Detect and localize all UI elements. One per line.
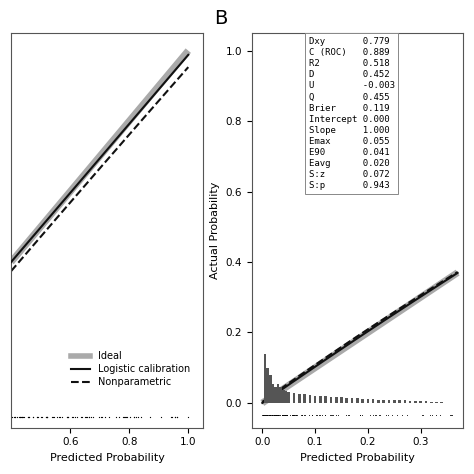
Bar: [393, 400, 396, 403]
Bar: [388, 400, 390, 403]
Bar: [346, 398, 348, 403]
Bar: [425, 401, 427, 403]
Bar: [272, 383, 274, 403]
Bar: [361, 399, 364, 403]
Bar: [280, 387, 282, 403]
Bar: [403, 401, 406, 403]
Bar: [435, 401, 438, 403]
Bar: [351, 398, 354, 403]
Bar: [398, 401, 401, 403]
Text: Dxy       0.779
C (ROC)   0.889
R2        0.518
D         0.452
U         -0.003: Dxy 0.779 C (ROC) 0.889 R2 0.518 D 0.452…: [309, 37, 395, 190]
X-axis label: Predicted Probability: Predicted Probability: [300, 453, 415, 463]
Bar: [440, 402, 443, 403]
Bar: [329, 397, 332, 403]
Legend: Ideal, Logistic calibration, Nonparametric: Ideal, Logistic calibration, Nonparametr…: [67, 347, 194, 391]
Bar: [292, 393, 295, 403]
Bar: [266, 368, 269, 403]
Bar: [285, 391, 287, 403]
Bar: [314, 395, 317, 403]
X-axis label: Predicted Probability: Predicted Probability: [50, 453, 164, 463]
Bar: [340, 397, 343, 403]
Bar: [356, 398, 359, 403]
Bar: [298, 394, 301, 403]
Bar: [287, 392, 290, 403]
Bar: [309, 395, 311, 403]
Bar: [335, 397, 337, 403]
Bar: [303, 394, 306, 403]
Y-axis label: Actual Probability: Actual Probability: [210, 182, 220, 279]
Text: B: B: [214, 9, 227, 28]
Bar: [274, 387, 277, 403]
Bar: [319, 396, 322, 403]
Bar: [383, 400, 385, 403]
Bar: [264, 354, 266, 403]
Bar: [377, 400, 380, 403]
Bar: [269, 375, 272, 403]
Bar: [414, 401, 417, 403]
Bar: [366, 399, 369, 403]
Bar: [277, 383, 280, 403]
Bar: [419, 401, 422, 403]
Bar: [282, 390, 285, 403]
Bar: [324, 396, 327, 403]
Bar: [409, 401, 411, 403]
Bar: [430, 401, 433, 403]
Bar: [372, 400, 374, 403]
